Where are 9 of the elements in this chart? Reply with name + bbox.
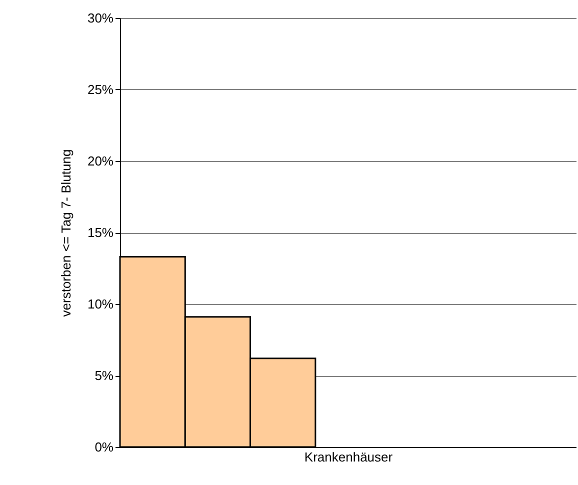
y-axis-title: verstorben <= Tag 7- Blutung — [58, 149, 74, 317]
y-tick-label: 0% — [94, 440, 114, 454]
y-tick-label: 15% — [87, 225, 114, 240]
x-axis-title: Krankenhäuser — [304, 450, 394, 464]
y-tick-label: 5% — [94, 368, 114, 383]
y-tick-label: 10% — [87, 296, 114, 312]
y-tick-label: 20% — [87, 154, 114, 168]
y-tick-label: 25% — [87, 82, 114, 97]
y-tick-label: 30% — [87, 10, 114, 26]
